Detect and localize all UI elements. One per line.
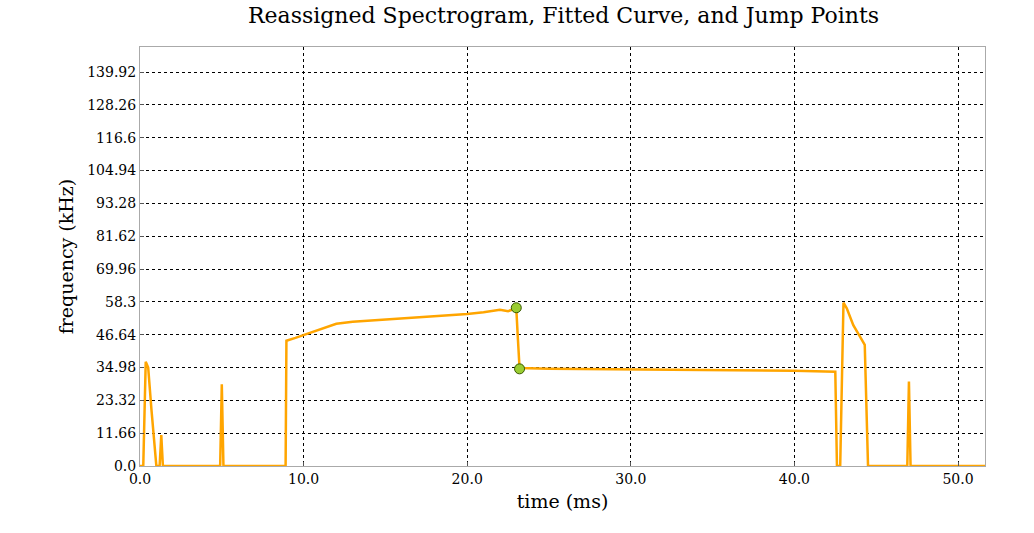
svg-text:40.0: 40.0 bbox=[779, 471, 810, 487]
svg-text:81.62: 81.62 bbox=[96, 228, 136, 244]
svg-text:139.92: 139.92 bbox=[87, 64, 136, 80]
svg-text:116.6: 116.6 bbox=[96, 130, 136, 146]
svg-text:58.3: 58.3 bbox=[105, 294, 136, 310]
svg-text:69.96: 69.96 bbox=[96, 261, 136, 277]
svg-text:0.0: 0.0 bbox=[114, 458, 136, 474]
svg-text:20.0: 20.0 bbox=[452, 471, 483, 487]
svg-text:time (ms): time (ms) bbox=[517, 490, 609, 512]
svg-text:34.98: 34.98 bbox=[96, 359, 136, 375]
svg-text:23.32: 23.32 bbox=[96, 392, 136, 408]
svg-text:frequency (kHz): frequency (kHz) bbox=[55, 179, 77, 335]
svg-text:11.66: 11.66 bbox=[96, 425, 136, 441]
svg-text:46.64: 46.64 bbox=[96, 327, 136, 343]
svg-text:104.94: 104.94 bbox=[87, 162, 136, 178]
svg-text:93.28: 93.28 bbox=[96, 195, 136, 211]
svg-text:30.0: 30.0 bbox=[615, 471, 646, 487]
svg-text:Reassigned Spectrogram, Fitted: Reassigned Spectrogram, Fitted Curve, an… bbox=[248, 3, 879, 28]
svg-text:128.26: 128.26 bbox=[87, 97, 136, 113]
svg-text:0.0: 0.0 bbox=[129, 471, 151, 487]
svg-text:10.0: 10.0 bbox=[288, 471, 319, 487]
svg-text:50.0: 50.0 bbox=[942, 471, 973, 487]
